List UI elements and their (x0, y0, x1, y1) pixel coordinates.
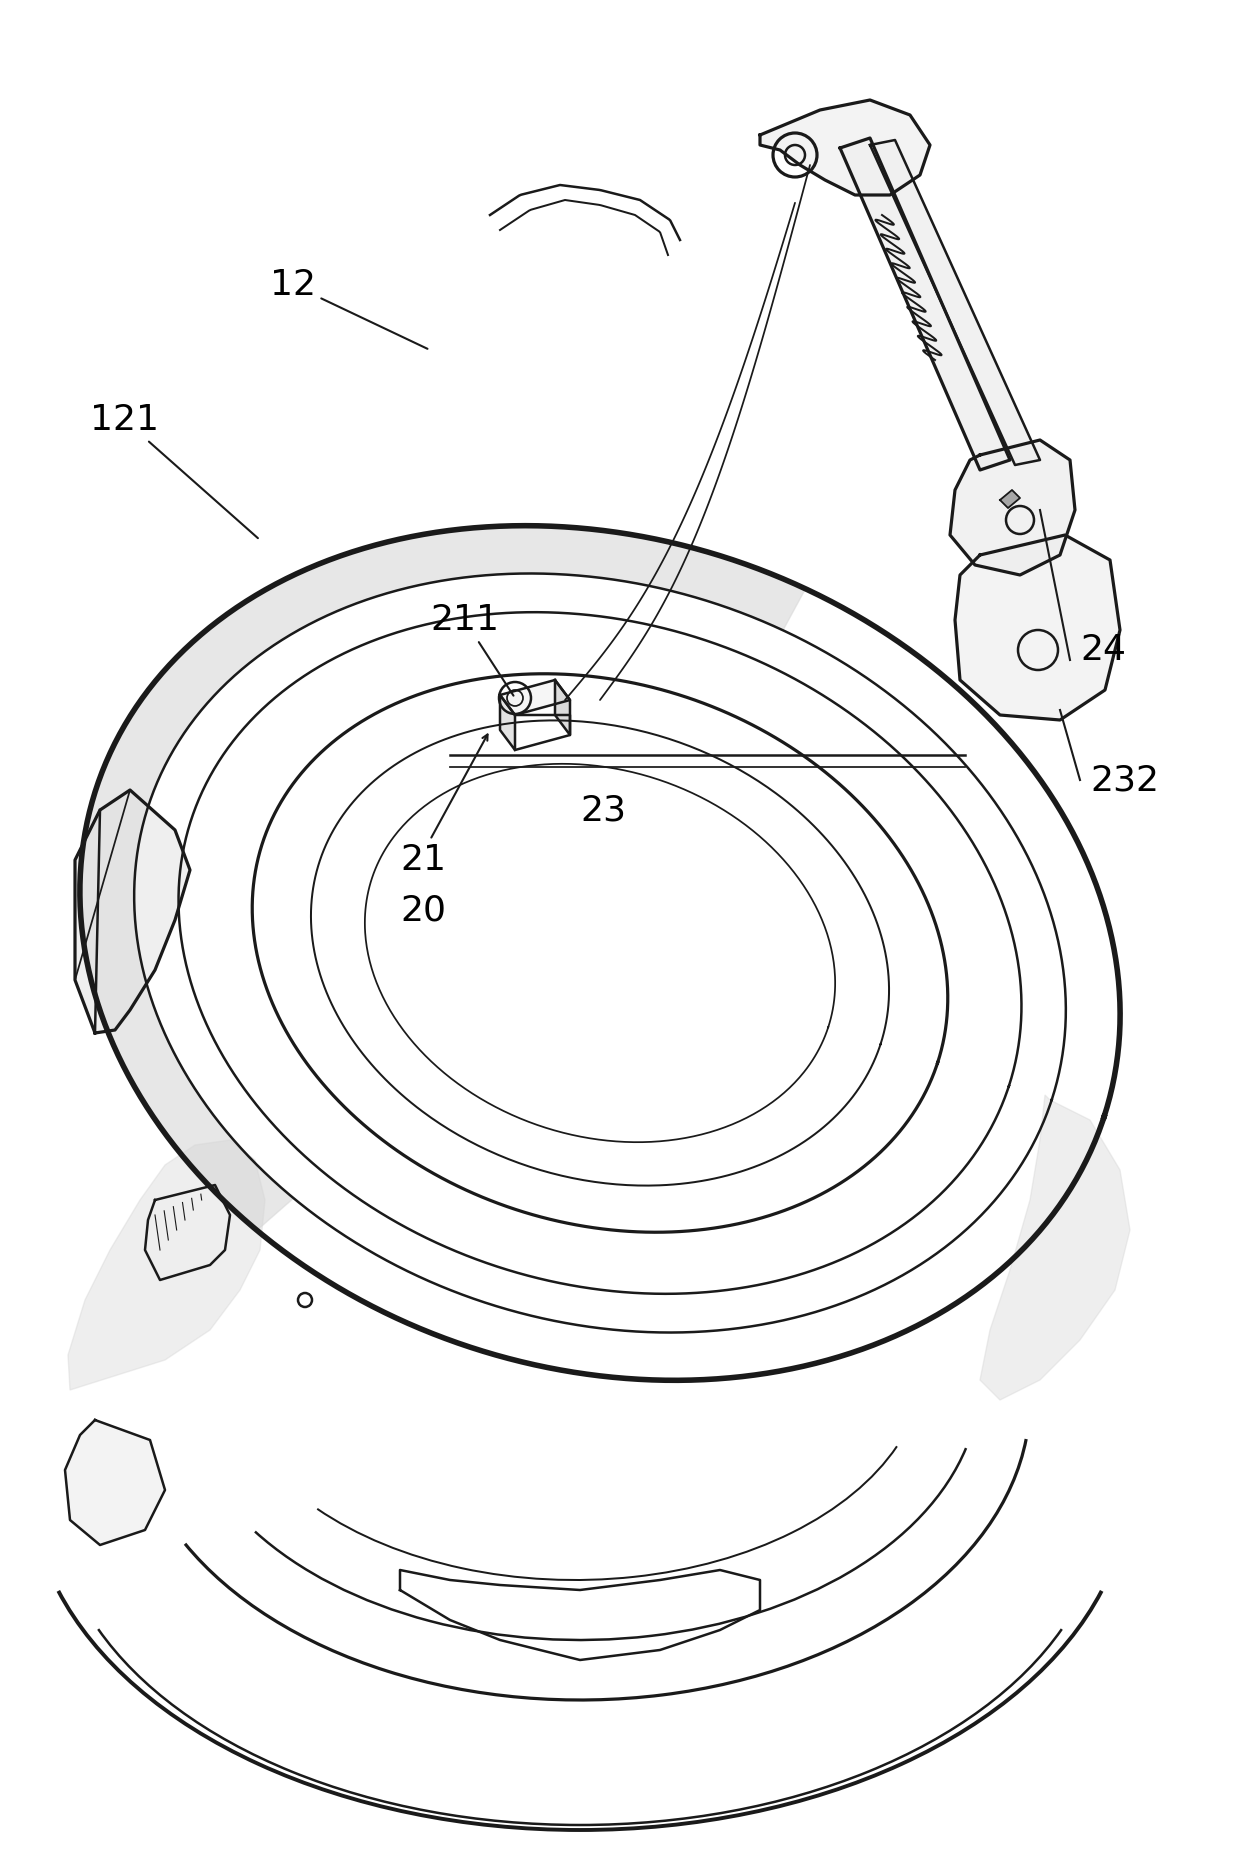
Text: 232: 232 (1090, 763, 1159, 797)
Polygon shape (68, 1140, 265, 1390)
Polygon shape (500, 695, 515, 750)
Polygon shape (64, 1419, 165, 1545)
Text: 211: 211 (430, 602, 513, 695)
Polygon shape (79, 526, 806, 1230)
Polygon shape (839, 137, 1011, 471)
Polygon shape (980, 1095, 1130, 1401)
Polygon shape (500, 680, 570, 715)
Polygon shape (760, 100, 930, 195)
Polygon shape (955, 536, 1120, 721)
Polygon shape (870, 141, 1040, 465)
Polygon shape (74, 789, 190, 1032)
Polygon shape (556, 680, 570, 736)
Text: 20: 20 (401, 893, 446, 926)
Text: 23: 23 (580, 793, 626, 826)
Text: 24: 24 (1080, 634, 1126, 667)
Text: 12: 12 (270, 269, 428, 348)
Text: 21: 21 (401, 843, 446, 876)
Text: 121: 121 (91, 402, 258, 537)
Polygon shape (999, 489, 1021, 508)
Polygon shape (950, 439, 1075, 574)
